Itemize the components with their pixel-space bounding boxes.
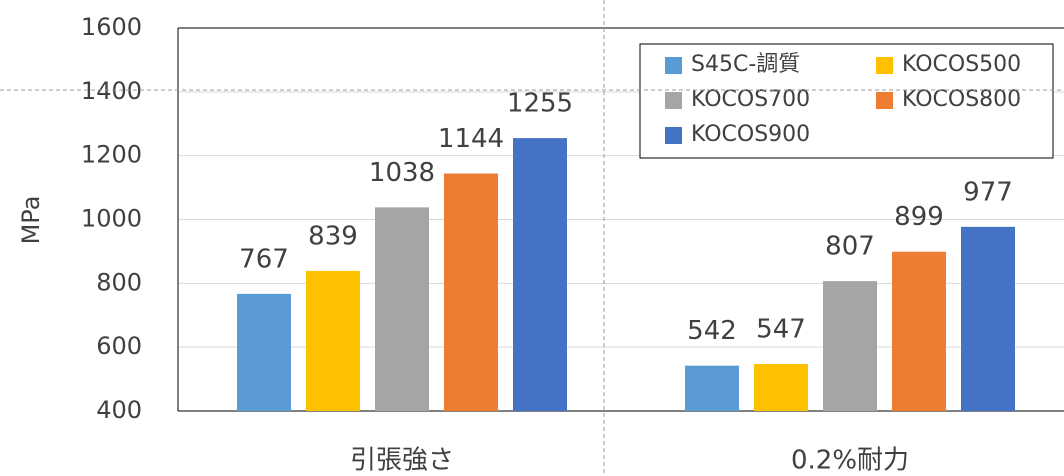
bar (306, 270, 360, 411)
data-label: 767 (239, 244, 289, 274)
legend-label: S45C-調質 (691, 52, 800, 77)
y-tick-label: 1600 (81, 13, 142, 41)
legend-swatch (876, 57, 893, 74)
bar (823, 281, 877, 411)
legend-swatch (665, 92, 682, 109)
bar (685, 365, 739, 411)
data-label: 1038 (369, 158, 435, 188)
legend-label: KOCOS500 (902, 52, 1021, 77)
x-tick-label: 引張強さ (350, 446, 454, 476)
legend-label: KOCOS900 (691, 122, 810, 147)
bar (444, 173, 498, 411)
bar (961, 226, 1015, 411)
y-tick-label: 1400 (81, 77, 142, 105)
legend-label: KOCOS800 (902, 87, 1021, 112)
data-label: 547 (756, 315, 806, 345)
legend-label: KOCOS700 (691, 87, 810, 112)
legend-swatch (876, 92, 893, 109)
bar (237, 293, 291, 411)
data-label: 807 (825, 232, 875, 262)
y-tick-label: 400 (96, 396, 142, 424)
x-tick-label: 0.2%耐力 (791, 446, 909, 476)
data-label: 1144 (438, 124, 504, 154)
legend-swatch (665, 57, 682, 74)
y-tick-label: 1200 (81, 141, 142, 169)
legend-swatch (665, 127, 682, 144)
bar (892, 251, 946, 411)
bar (375, 207, 429, 411)
y-axis-label: MPa (17, 196, 45, 245)
data-label: 977 (963, 177, 1013, 207)
legend-box (639, 43, 1054, 159)
y-tick-label: 600 (96, 332, 142, 360)
data-label: 542 (687, 316, 737, 346)
data-label: 1255 (507, 89, 573, 119)
data-label: 899 (894, 202, 944, 232)
data-label: 839 (308, 221, 358, 251)
y-tick-label: 800 (96, 268, 142, 296)
bar (513, 138, 567, 412)
y-tick-label: 1000 (81, 205, 142, 233)
bar (754, 364, 808, 411)
